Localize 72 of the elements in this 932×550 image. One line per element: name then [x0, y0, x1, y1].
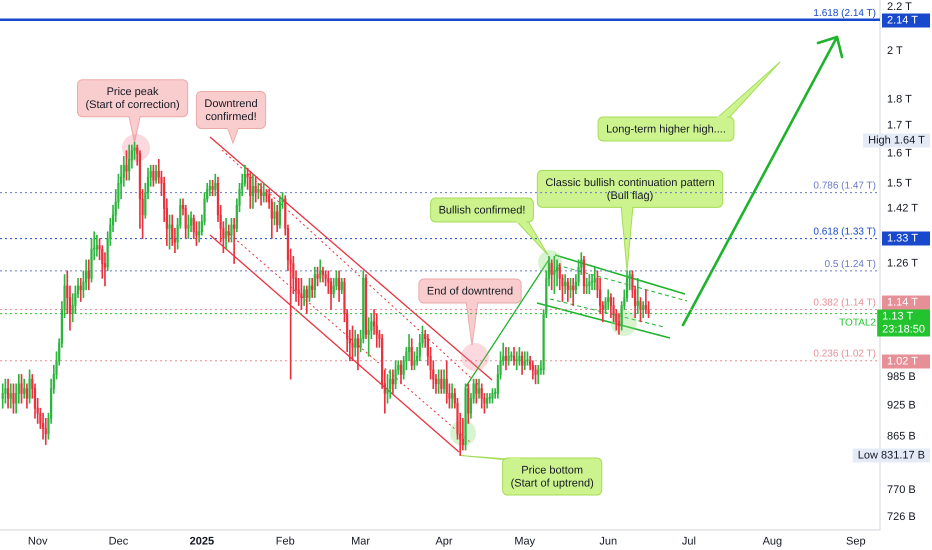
y-tick-label: 1.5 T	[887, 177, 912, 190]
y-tick-label: 1.7 T	[887, 120, 912, 132]
x-tick-label: May	[514, 536, 536, 548]
y-tick-label: 925 B	[887, 400, 916, 412]
candlestick	[88, 260, 90, 290]
y-tick-label: 770 B	[887, 484, 916, 496]
text: 1.13 T 23:18:50	[882, 310, 926, 336]
candlestick	[228, 224, 230, 242]
y-tick-label: 985 B	[887, 370, 916, 383]
candlestick	[410, 338, 413, 370]
x-tick-label: Jun	[599, 536, 618, 548]
annotation: Bullish confirmed!	[438, 204, 526, 216]
candlestick	[316, 266, 319, 286]
y-tick-label: 2.2 T	[887, 1, 912, 14]
candlestick	[636, 278, 639, 314]
ref-line-label: 0.786 (1.47 T)	[813, 180, 876, 192]
annotation: Downtrend confirmed!	[204, 98, 258, 123]
candlestick	[214, 174, 216, 196]
candlestick	[376, 313, 378, 348]
candlestick	[510, 351, 512, 362]
x-tick-label: Nov	[28, 536, 48, 548]
candlestick	[80, 278, 82, 302]
annotation: Long-term higher high....	[606, 124, 726, 136]
annotation: Classic bullish continuation pattern (Bull flag)	[545, 176, 715, 202]
ref-line-label: 1.618 (2.14 T)	[813, 8, 876, 19]
ref-line-label: 0.236 (1.02 T)	[813, 348, 876, 360]
y-tick-label: 726 B	[887, 511, 916, 524]
candlestick	[537, 364, 540, 384]
annotation: Price bottom (Start of uptrend)	[510, 464, 594, 490]
candlestick	[249, 170, 252, 209]
x-tick-label: Mar	[351, 536, 370, 548]
candlestick	[354, 330, 356, 357]
ref-line-label: 0.5 (1.24 T)	[824, 258, 876, 270]
y-tick-label: 865 B	[887, 430, 916, 443]
candlestick	[319, 260, 322, 282]
text: 1.14 T	[887, 296, 918, 309]
x-tick-label: Aug	[762, 536, 782, 548]
candlestick	[262, 182, 265, 202]
y-tick-label: 1.42 T	[887, 202, 918, 215]
annotation: Low 831.17 B	[858, 450, 926, 462]
x-tick-label: Jul	[682, 536, 696, 548]
text: 1.02 T	[887, 356, 918, 368]
text: 2.14 T	[887, 14, 918, 27]
y-tick-label: 2 T	[887, 44, 903, 57]
candlestick	[467, 384, 470, 424]
candlestick	[368, 317, 370, 357]
text: 1.33 T	[887, 232, 918, 245]
candlestick	[524, 351, 526, 370]
candlestick	[23, 378, 26, 399]
x-tick-label: Feb	[276, 536, 295, 548]
x-tick-label: 2025	[190, 536, 214, 548]
x-tick-label: Dec	[108, 536, 129, 548]
annotation: Price peak (Start of correction)	[85, 86, 180, 112]
ref-line-label: 0.618 (1.33 T)	[813, 226, 876, 238]
candlestick	[618, 313, 620, 335]
y-tick-label: 1.26 T	[887, 258, 918, 270]
candlestick	[594, 266, 596, 290]
ref-line-label: TOTAL2	[839, 318, 876, 329]
x-tick-label: Apr	[435, 536, 453, 548]
ref-line-label: 0.382 (1.14 T)	[813, 298, 876, 309]
candlestick	[607, 289, 610, 310]
candlestick	[276, 204, 278, 232]
y-tick-label: 1.8 T	[887, 93, 912, 106]
annotation: End of downtrend	[426, 286, 514, 298]
annotation: High 1.64 T	[868, 134, 926, 147]
candlestick	[340, 278, 343, 294]
candlestick	[572, 278, 574, 306]
candlestick	[516, 351, 518, 370]
x-tick-label: Sep	[846, 536, 866, 548]
candlestick	[306, 286, 308, 314]
y-tick-label: 1.6 T	[887, 148, 912, 160]
candlestick	[10, 384, 12, 409]
